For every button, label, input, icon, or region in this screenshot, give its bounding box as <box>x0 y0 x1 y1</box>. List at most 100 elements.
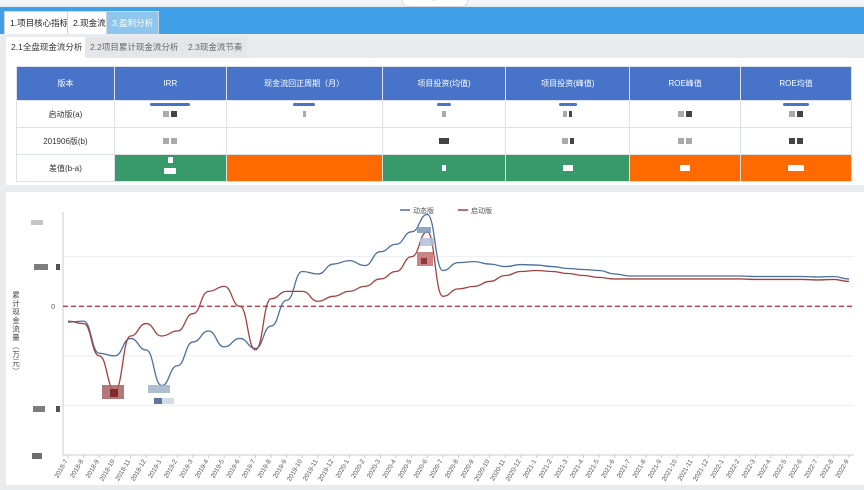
x-tick-label: 2021-6 <box>600 458 616 479</box>
obscured-data-label <box>32 453 42 459</box>
table-cell <box>225 100 383 128</box>
table-cell <box>381 100 507 128</box>
table-cell <box>225 127 383 155</box>
table-cell <box>629 127 742 155</box>
table-cell <box>740 100 852 128</box>
table-cell <box>381 154 507 182</box>
series-line-dynamic <box>67 213 850 387</box>
header-version: 版本 <box>16 66 115 101</box>
subtab-overall-cash-flow[interactable]: 2.1全盘现金流分析 <box>6 37 88 58</box>
x-tick-label: 2021-3 <box>553 458 569 479</box>
row-label: 201906版(b) <box>16 127 115 155</box>
obscured-data-label <box>154 398 162 404</box>
x-tick-label: 2019-3 <box>179 458 195 479</box>
x-tick-label: 2021-9 <box>647 458 663 479</box>
obscured-data-label <box>34 264 48 270</box>
x-tick-label: 2020-7 <box>428 458 444 479</box>
x-tick-label: 2019-4 <box>194 458 210 479</box>
x-tick-label: 2021-7 <box>616 458 632 479</box>
x-tick-label: 2020-1 <box>335 458 351 479</box>
x-tick-label: 2021-4 <box>569 458 585 479</box>
sub-tab-bar: 2.1全盘现金流分析 2.2项目累计现金流分析 2.3现金流节奏 <box>6 37 864 58</box>
x-tick-label: 2021-2 <box>538 458 554 479</box>
obscured-data-label <box>148 385 170 393</box>
obscured-data-label <box>417 227 431 233</box>
table-cell <box>113 154 227 182</box>
table-cell <box>505 127 631 155</box>
chevron-up-icon: ⌃ <box>431 0 437 6</box>
x-tick-label: 2021-12 <box>692 458 710 482</box>
table-cell <box>113 100 227 128</box>
legend-label: 启动版 <box>471 206 492 215</box>
x-tick-label: 2021-8 <box>631 458 647 479</box>
obscured-data-label <box>56 264 60 270</box>
x-tick-label: 2020-5 <box>397 458 413 479</box>
x-tick-label: 2020-6 <box>413 458 429 479</box>
row-label: 启动版(a) <box>16 100 115 128</box>
tab-cash-flow[interactable]: 2.现金流 <box>67 11 112 34</box>
table-cell <box>740 127 852 155</box>
x-tick-label: 2019-1 <box>147 458 163 479</box>
x-tick-label: 2019-9 <box>272 458 288 479</box>
x-tick-label: 2019-2 <box>163 458 179 479</box>
x-tick-label: 2018-9 <box>85 458 101 479</box>
x-tick-label: 2022-6 <box>788 458 804 479</box>
x-tick-label: 2020-8 <box>444 458 460 479</box>
obscured-data-label <box>421 258 427 264</box>
tab-core-indicators[interactable]: 1.项目核心指标 <box>4 11 75 34</box>
x-tick-label: 2020-2 <box>350 458 366 479</box>
x-tick-label: 2018-8 <box>69 458 85 479</box>
x-tick-label: 2022-3 <box>741 458 757 479</box>
x-tick-label: 2019-5 <box>210 458 226 479</box>
x-tick-label: 2020-12 <box>505 458 523 482</box>
header-roe-avg: ROE均值 <box>740 66 852 101</box>
x-tick-label: 2020-4 <box>382 458 398 479</box>
table-cell <box>381 127 507 155</box>
table-cell <box>505 154 631 182</box>
x-tick-label: 2022-7 <box>803 458 819 479</box>
header-roe-peak: ROE峰值 <box>629 66 742 101</box>
x-tick-label: 2022-4 <box>756 458 772 479</box>
header-payback-period: 现金流回正周期（月） <box>225 66 383 101</box>
table-cell <box>629 154 742 182</box>
obscured-data-label <box>31 220 43 225</box>
x-tick-label: 2019-8 <box>257 458 273 479</box>
x-tick-label: 2022-2 <box>725 458 741 479</box>
x-tick-label: 2020-9 <box>460 458 476 479</box>
table-cell <box>740 154 852 182</box>
x-tick-label: 2022-5 <box>772 458 788 479</box>
chart-panel: 0 累计现金流量（万元） 2018-7 2018-8 2018-9 2018-10 2018… <box>6 192 864 485</box>
x-tick-label: 2019-6 <box>225 458 241 479</box>
x-tick-label: 2020-3 <box>366 458 382 479</box>
x-tick-label: 2022-1 <box>710 458 726 479</box>
obscured-data-label <box>420 238 434 246</box>
subtab-cumulative-cash-flow[interactable]: 2.2项目累计现金流分析 <box>85 37 184 58</box>
collapse-handle[interactable]: ⌃ <box>402 0 468 7</box>
x-tick-label: 2019-12 <box>317 458 335 482</box>
x-tick-label: 2021-5 <box>585 458 601 479</box>
header-irr: IRR <box>113 66 227 101</box>
table-header-row: 版本 IRR 现金流回正周期（月） 项目投资(均值) 项目投资(峰值) ROE峰… <box>16 66 852 101</box>
subtab-cash-flow-rhythm[interactable]: 2.3现金流节奏 <box>183 37 248 58</box>
obscured-data-label <box>162 398 174 404</box>
header-investment-peak: 项目投资(峰值) <box>505 66 631 101</box>
table-cell <box>225 154 383 182</box>
obscured-data-label <box>56 406 60 412</box>
x-tick-label: 2019-7 <box>241 458 257 479</box>
obscured-data-label <box>110 389 118 397</box>
table-cell <box>113 127 227 155</box>
y-axis-label: 累计现金流量（万元） <box>11 291 20 376</box>
x-tick-label: 2021-1 <box>522 458 538 479</box>
y-tick-label: 0 <box>51 304 55 311</box>
table-cell <box>505 100 631 128</box>
tab-profit-analysis[interactable]: 3.盈利分析 <box>106 11 160 34</box>
x-tick-label: 2018-12 <box>130 458 148 482</box>
table-row: 差值(b-a) <box>16 154 852 182</box>
table-cell <box>629 100 742 128</box>
main-tab-bar: 1.项目核心指标 2.现金流 3.盈利分析 <box>0 7 864 34</box>
x-tick-label: 2022-9 <box>835 458 851 479</box>
obscured-data-label <box>33 406 45 412</box>
kpi-panel: 版本 IRR 现金流回正周期（月） 项目投资(均值) 项目投资(峰值) ROE峰… <box>6 58 864 185</box>
x-tick-label: 2018-7 <box>54 458 70 479</box>
